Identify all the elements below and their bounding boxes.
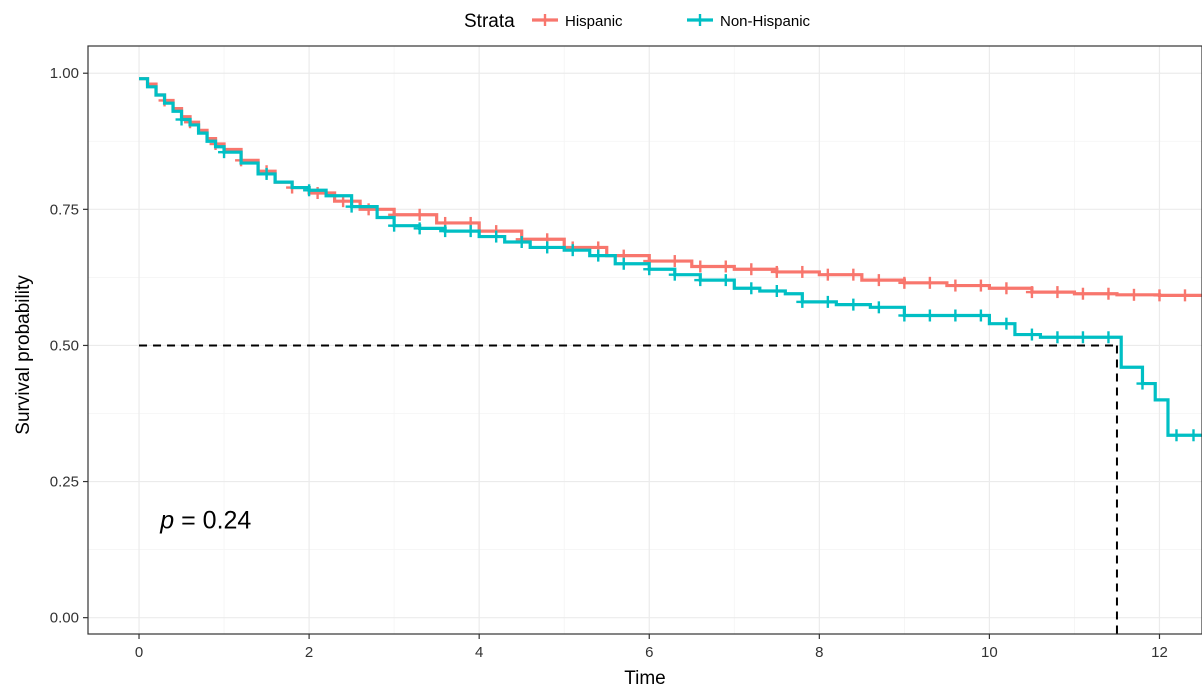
p-symbol: p [159,507,174,535]
x-axis-title: Time [624,668,666,689]
p-value-annotation: p = 0.24 [159,507,251,535]
legend-title: Strata [464,11,515,32]
panel-background [88,46,1202,634]
y-tick-label: 0.25 [50,474,79,491]
x-tick-label: 2 [305,644,313,661]
x-tick-label: 12 [1151,644,1168,661]
legend-label: Hispanic [565,13,623,30]
plot-panel [87,45,1202,635]
major-gridlines [88,46,1202,634]
legend-entry-non-hispanic: Non-Hispanic [687,13,811,30]
legend-entries: Hispanic Non-Hispanic [532,13,811,30]
median-line [139,344,1118,634]
series-non-hispanic [139,77,1202,442]
x-tick-label: 0 [135,644,143,661]
minor-gridlines [88,46,1202,634]
series-layer [139,77,1202,442]
y-tick-label: 0.50 [50,337,79,354]
y-axis: 0.00 0.25 0.50 0.75 1.00 [50,65,88,627]
x-tick-label: 8 [815,644,823,661]
legend-entry-hispanic: Hispanic [532,13,623,30]
x-axis: 0 2 4 6 8 10 12 [135,634,1168,661]
legend-label: Non-Hispanic [720,13,811,30]
y-tick-label: 1.00 [50,65,79,82]
panel-border [87,45,1202,635]
y-tick-label: 0.75 [50,201,79,218]
x-tick-label: 10 [981,644,998,661]
p-value: = 0.24 [174,507,251,535]
y-axis-title: Survival probability [13,275,34,435]
x-tick-label: 6 [645,644,653,661]
y-tick-label: 0.00 [50,610,79,627]
survival-curve [139,77,1202,437]
x-tick-label: 4 [475,644,483,661]
legend: Strata Hispanic Non-Hispanic [464,11,811,32]
